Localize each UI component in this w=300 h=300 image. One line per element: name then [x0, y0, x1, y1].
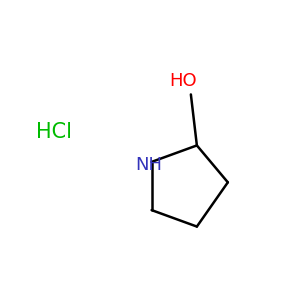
Text: NH: NH	[135, 156, 162, 174]
Text: HO: HO	[169, 72, 197, 90]
Text: HCl: HCl	[36, 122, 72, 142]
